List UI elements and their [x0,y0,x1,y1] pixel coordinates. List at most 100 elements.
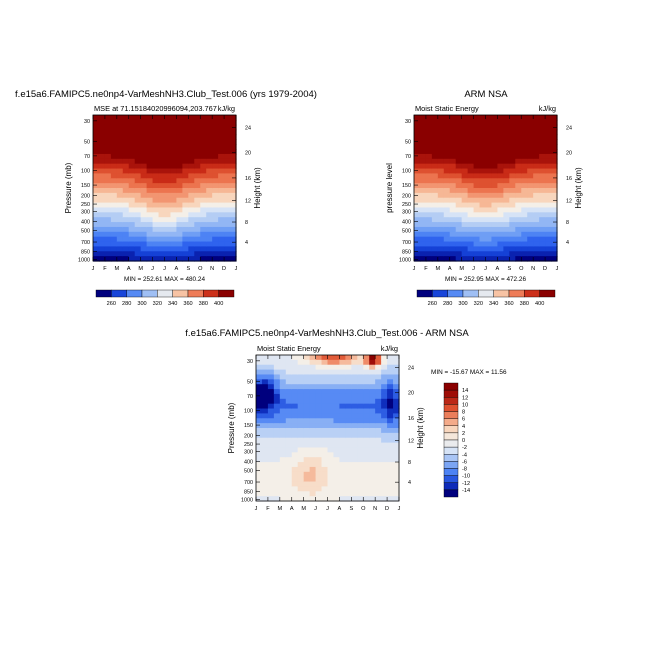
contour-cell [443,202,451,209]
contour-cell [521,168,528,174]
contour-cell [419,149,427,155]
contour-cell [158,241,166,247]
contour-cell [467,129,475,136]
colorbar-swatch [218,289,235,298]
contour-cell [297,462,305,468]
contour-cell [369,491,376,497]
contour-cell [461,256,469,262]
contour-cell [387,393,394,400]
contour-cell [363,491,370,497]
contour-cell [363,374,370,380]
contour-cell [297,374,305,380]
contour-cell [455,212,463,218]
contour-cell [164,144,172,150]
contour-cell [497,173,504,179]
contour-cell [527,207,534,213]
contour-cell [503,153,510,160]
contour-cell [369,432,376,439]
contour-cell [509,153,516,160]
colorbar-label: -12 [462,481,470,487]
contour-cell [533,207,540,213]
contour-cell [339,408,346,414]
contour-cell [473,202,481,209]
contour-cell [98,207,106,213]
y-tick-label: 300 [244,449,253,455]
contour-cell [297,447,305,453]
contour-cell [256,432,263,439]
contour-cell [164,178,172,184]
contour-cell [285,442,293,449]
plot-left-label: MSE at 71.15184020996094,203.767 [94,104,217,113]
contour-cell [333,466,341,473]
contour-cell [297,355,305,361]
contour-cell [140,197,148,204]
contour-cell [218,144,225,150]
contour-cell [164,236,172,243]
contour-cell [491,231,499,238]
contour-cell [479,207,487,213]
contour-cell [533,119,540,126]
colorbar-swatch [416,289,433,298]
contour-cell [449,139,457,145]
contour-cell [206,153,213,160]
contour-cell [387,428,394,434]
contour-cell [218,139,225,145]
contour-cell [503,192,510,199]
contour-cell [122,139,130,145]
contour-cell [218,246,225,252]
contour-cell [357,491,364,497]
contour-cell [267,432,275,439]
contour-cell [375,457,382,463]
contour-cell [206,124,213,131]
contour-cell [485,163,493,170]
contour-cell [261,457,269,463]
contour-cell [527,212,534,218]
contour-cell [176,183,183,189]
contour-cell [497,231,504,238]
contour-cell [545,226,552,233]
contour-cell [303,476,311,483]
contour-cell [256,471,263,478]
contour-cell [437,226,445,233]
contour-cell [170,178,178,184]
contour-cell [425,197,433,204]
contour-cell [321,491,329,497]
contour-cell [414,197,421,204]
x-tick-label: M [114,266,119,272]
contour-cell [93,153,100,160]
contour-cell [363,413,370,419]
contour-cell [437,134,445,140]
contour-cell [140,188,148,194]
contour-cell [509,183,516,189]
contour-cell [93,241,100,247]
contour-cell [134,197,142,204]
colorbar-swatch [111,289,127,298]
contour-cell [521,202,528,209]
contour-cell [256,442,263,449]
contour-cell [152,163,160,170]
contour-cell [128,217,136,223]
contour-cell [387,364,394,371]
contour-cell [267,418,275,424]
contour-cell [333,432,341,439]
contour-cell [218,222,225,228]
contour-cell [473,153,481,160]
contour-cell [369,374,376,380]
contour-cell [279,389,287,395]
contour-cell [267,481,275,487]
contour-cell [122,183,130,189]
contour-cell [551,163,558,170]
contour-cell [200,202,207,209]
contour-cell [224,202,231,209]
contour-cell [218,124,225,131]
contour-cell [104,139,112,145]
contour-cell [164,231,172,238]
contour-cell [158,158,166,165]
contour-cell [375,423,382,429]
contour-cell [503,115,510,121]
contour-cell [449,124,457,131]
y-tick-label: 700 [402,240,411,246]
contour-cell [351,457,358,463]
contour-cell [98,173,106,179]
contour-cell [327,428,335,434]
